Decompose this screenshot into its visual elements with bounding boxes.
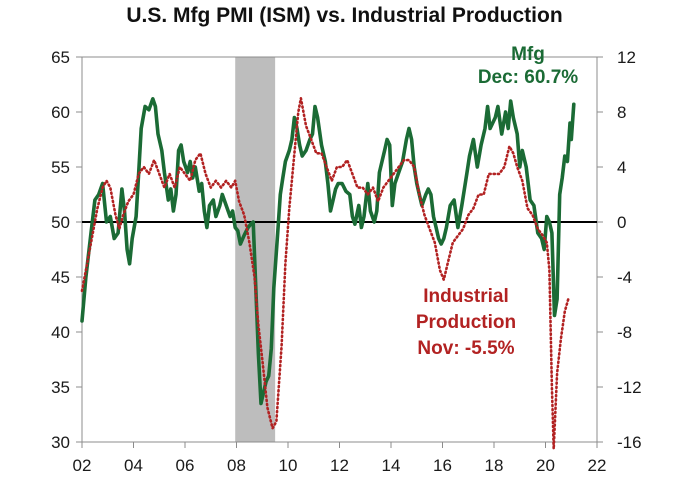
x-tick-label: 22 xyxy=(588,456,607,475)
y-left-tick-label: 50 xyxy=(51,213,70,232)
y-right-tick-label: -12 xyxy=(617,378,642,397)
y-right-tick-label: -4 xyxy=(617,268,632,287)
y-left-tick-label: 55 xyxy=(51,158,70,177)
y-left-tick-label: 65 xyxy=(51,48,70,67)
y-right-tick-label: 4 xyxy=(617,158,626,177)
y-left-tick-label: 60 xyxy=(51,103,70,122)
x-tick-label: 18 xyxy=(485,456,504,475)
x-tick-label: 12 xyxy=(330,456,349,475)
annotation-ip-line-3: Nov: -5.5% xyxy=(417,338,514,359)
y-left-tick-label: 45 xyxy=(51,268,70,287)
y-left-tick-label: 35 xyxy=(51,378,70,397)
plot-frame xyxy=(81,56,598,443)
x-tick-label: 20 xyxy=(536,456,555,475)
y-left-tick-label: 40 xyxy=(51,323,70,342)
x-tick-label: 14 xyxy=(382,456,401,475)
x-tick-label: 16 xyxy=(433,456,452,475)
series-line-industrial-production xyxy=(80,97,570,451)
annotation-ip-line-2: Production xyxy=(416,312,516,333)
x-tick-label: 04 xyxy=(124,456,143,475)
y-right-tick-label: 12 xyxy=(617,48,636,67)
x-tick-label: 08 xyxy=(227,456,246,475)
x-tick-label: 02 xyxy=(73,456,92,475)
y-left-tick-label: 30 xyxy=(51,433,70,452)
annotation-mfg-line-1: Mfg xyxy=(511,44,545,65)
annotation-mfg-line-2: Dec: 60.7% xyxy=(478,67,578,88)
y-right-tick-label: 8 xyxy=(617,103,626,122)
chart-title: U.S. Mfg PMI (ISM) vs. Industrial Produc… xyxy=(126,4,563,27)
x-tick-label: 06 xyxy=(176,456,195,475)
x-tick-label: 10 xyxy=(279,456,298,475)
annotation-ip-line-1: Industrial xyxy=(423,286,509,307)
y-right-tick-label: -16 xyxy=(617,433,642,452)
y-right-tick-label: -8 xyxy=(617,323,632,342)
series-line-mfg-pmi xyxy=(80,97,576,406)
y-right-tick-label: 0 xyxy=(617,213,626,232)
